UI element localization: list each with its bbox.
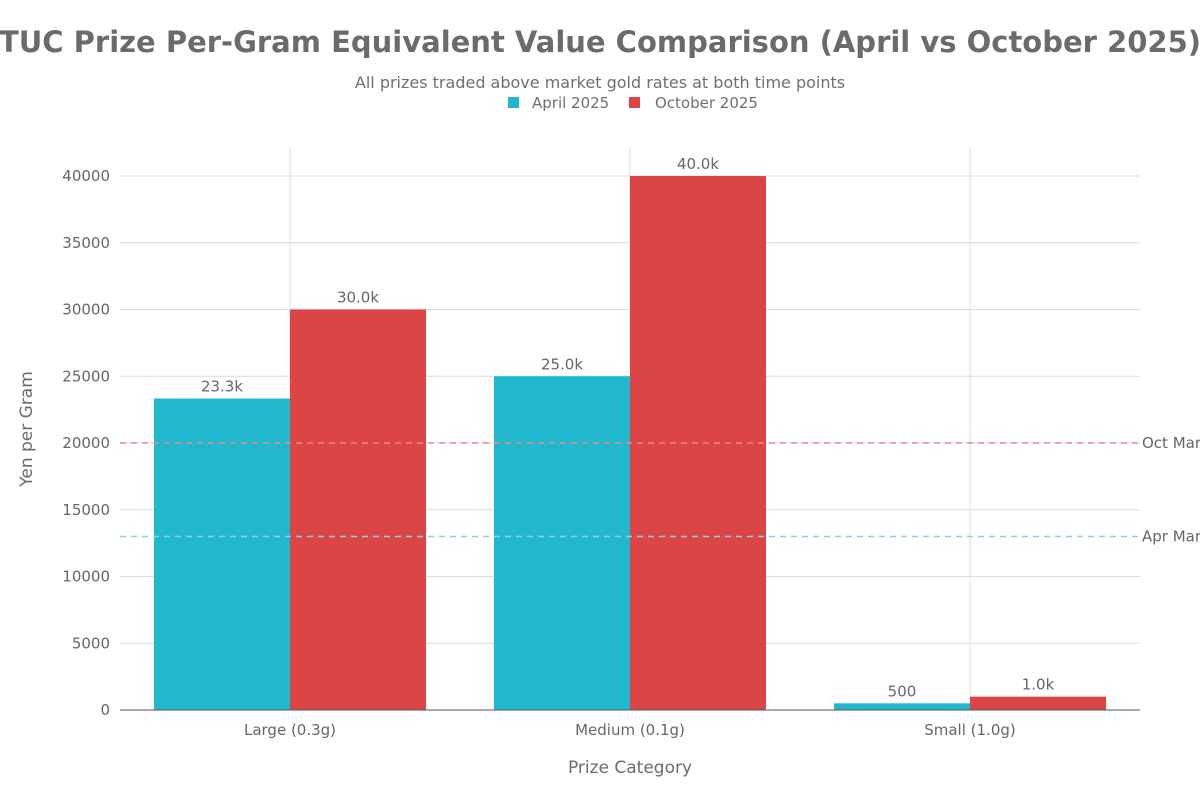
reference-line-label: Apr Mar xyxy=(1142,527,1200,545)
bars xyxy=(154,176,1106,710)
bar-april xyxy=(834,703,970,710)
y-tick-label: 0 xyxy=(100,701,110,719)
reference-lines: Oct Mar Apr Mar xyxy=(120,434,1200,545)
chart-title: TUC Prize Per-Gram Equivalent Value Comp… xyxy=(0,25,1200,59)
legend-swatch-april xyxy=(508,97,519,108)
data-label: 30.0k xyxy=(337,289,379,307)
bar-april xyxy=(494,376,630,710)
y-tick-label: 25000 xyxy=(62,367,110,385)
y-tick-label: 15000 xyxy=(62,501,110,519)
y-axis-title: Yen per Gram xyxy=(17,371,37,488)
legend: April 2025 October 2025 xyxy=(508,94,758,112)
legend-label-april: April 2025 xyxy=(532,94,609,112)
y-tick-label: 35000 xyxy=(62,234,110,252)
legend-swatch-october xyxy=(629,97,640,108)
y-tick-label: 5000 xyxy=(72,634,110,652)
y-axis: 0 5000 10000 15000 20000 25000 30000 35000 40000 xyxy=(62,167,110,719)
x-axis-title: Prize Category xyxy=(568,758,692,778)
x-tick-label: Small (1.0g) xyxy=(924,721,1016,739)
bar-october xyxy=(290,309,426,710)
data-label: 500 xyxy=(888,682,917,700)
y-tick-label: 20000 xyxy=(62,434,110,452)
data-labels: 23.3k 30.0k 25.0k 40.0k 500 1.0k xyxy=(201,155,1055,700)
legend-label-october: October 2025 xyxy=(655,94,758,112)
y-tick-label: 40000 xyxy=(62,167,110,185)
y-tick-label: 10000 xyxy=(62,568,110,586)
x-tick-label: Large (0.3g) xyxy=(244,721,336,739)
bar-october xyxy=(970,696,1106,710)
chart-subtitle: All prizes traded above market gold rate… xyxy=(355,73,845,92)
reference-line-label: Oct Mar xyxy=(1142,434,1200,452)
data-label: 23.3k xyxy=(201,378,243,396)
data-label: 1.0k xyxy=(1022,676,1055,694)
x-axis: Large (0.3g) Medium (0.1g) Small (1.0g) xyxy=(120,709,1140,739)
data-label: 40.0k xyxy=(677,155,719,173)
bar-april xyxy=(154,398,290,710)
data-label: 25.0k xyxy=(541,355,583,373)
y-tick-label: 30000 xyxy=(62,301,110,319)
x-tick-label: Medium (0.1g) xyxy=(575,721,685,739)
